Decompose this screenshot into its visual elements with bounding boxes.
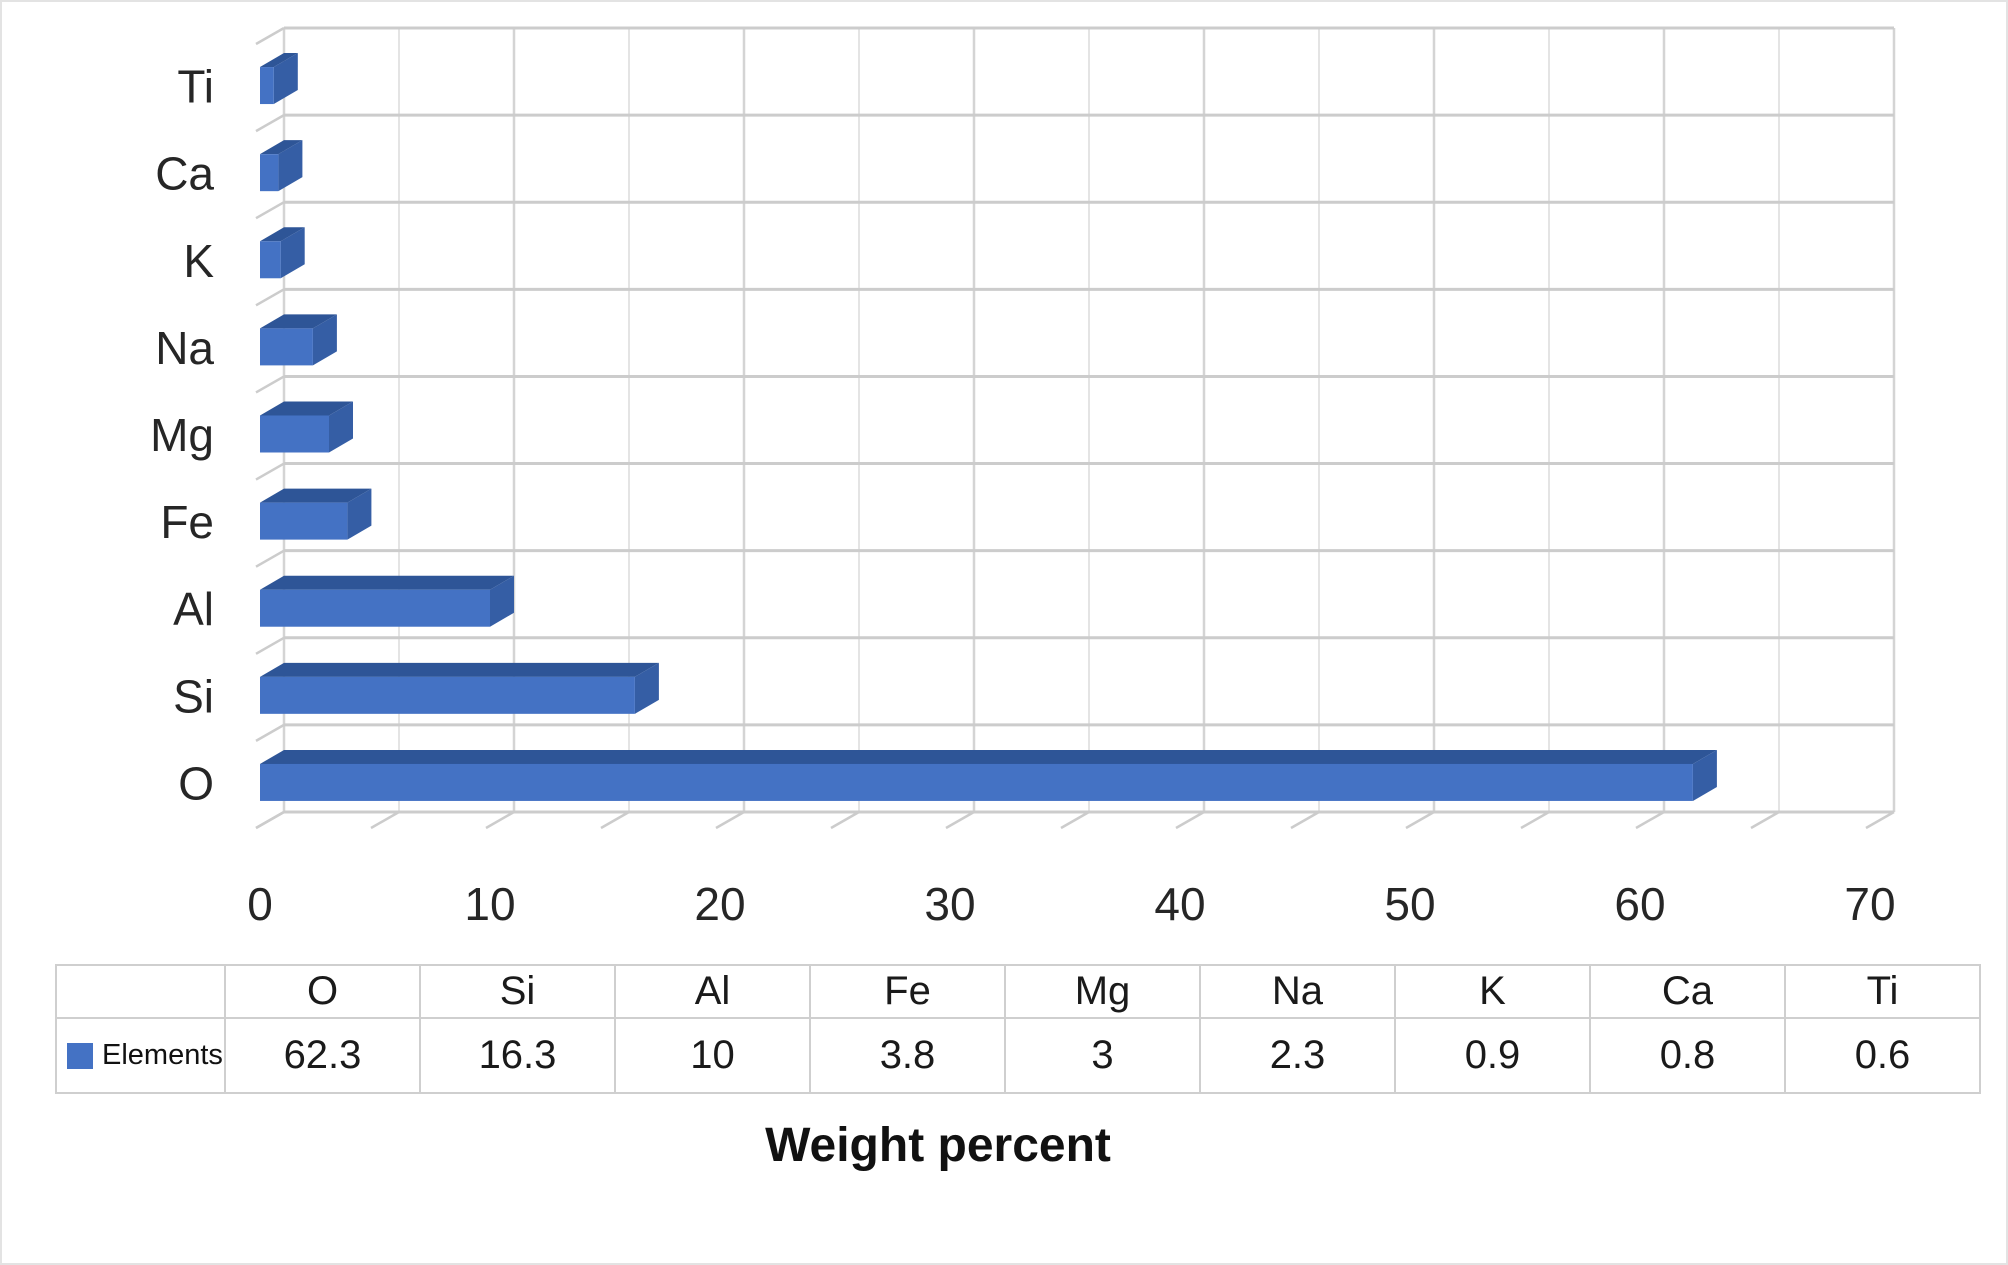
bar-top-face-Ti: [260, 53, 298, 68]
table-header-row: O Si Al Fe Mg Na K Ca Ti: [55, 964, 1981, 1019]
table-header-Al: Al: [614, 964, 811, 1019]
category-label-Si: Si: [173, 670, 214, 722]
category-label-Ti: Ti: [177, 61, 214, 113]
table-header-K: K: [1394, 964, 1591, 1019]
legend-marker-icon: [67, 1042, 93, 1069]
x-tick-label-70: 70: [1844, 878, 1895, 930]
bar-Ca: [260, 154, 279, 192]
table-value-Fe: 3.8: [809, 1017, 1006, 1094]
table-header-Na: Na: [1199, 964, 1396, 1019]
category-label-Mg: Mg: [150, 409, 214, 461]
axis-depth-tick-left: [255, 549, 285, 568]
bar-top-face-Na: [260, 314, 337, 329]
bar-top-face-Fe: [260, 488, 372, 503]
axis-depth-tick-left: [255, 462, 285, 481]
bar-top-face-Al: [260, 575, 514, 590]
bar-side-face-Fe: [347, 488, 372, 540]
table-value-Mg: 3: [1004, 1017, 1201, 1094]
axis-depth-tick-bottom: [370, 810, 400, 830]
x-tick-label-60: 60: [1614, 878, 1665, 930]
category-label-O: O: [178, 757, 214, 809]
axis-depth-tick-bottom: [1750, 810, 1780, 830]
bar-top-face-Ca: [260, 140, 303, 155]
legend-cell: Elements: [55, 1017, 226, 1094]
bar-Fe: [260, 502, 348, 540]
category-label-K: K: [183, 235, 214, 287]
axis-depth-tick-bottom: [715, 810, 745, 830]
bar-side-face-Mg: [329, 401, 353, 453]
x-tick-label-10: 10: [464, 878, 515, 930]
bar-side-face-Ti: [273, 53, 298, 105]
axis-depth-tick-bottom: [255, 810, 285, 830]
legend-label: Elements: [102, 1039, 223, 1071]
axis-depth-tick-left: [255, 114, 285, 133]
bar-top-face-Mg: [260, 401, 353, 416]
table-header-O: O: [224, 964, 421, 1019]
bar-Na: [260, 328, 313, 366]
bar-top-face-O: [260, 749, 1717, 764]
table-value-row: Elements 62.3 16.3 10 3.8 3 2.3 0.9 0.8 0.6: [55, 1017, 1981, 1094]
bar-side-face-K: [280, 227, 305, 279]
axis-depth-tick-left: [255, 375, 285, 394]
x-tick-label-40: 40: [1154, 878, 1205, 930]
bar-Mg: [260, 415, 329, 453]
data-table: O Si Al Fe Mg Na K Ca Ti Elements 62.3 16.3 10 3.8 3…: [55, 964, 1981, 1094]
bar-side-face-O: [1692, 749, 1717, 801]
x-tick-label-30: 30: [924, 878, 975, 930]
axis-depth-tick-left: [255, 26, 285, 46]
axis-depth-tick-bottom: [1865, 810, 1895, 830]
axis-depth-tick-left: [255, 201, 285, 220]
bar-side-face-Al: [490, 575, 514, 627]
axis-depth-tick-left: [255, 636, 285, 655]
bar-side-face-Na: [312, 314, 337, 366]
axis-depth-tick-bottom: [600, 810, 630, 830]
bar-Si: [260, 676, 635, 714]
axis-depth-tick-left: [255, 288, 285, 307]
x-tick-label-0: 0: [247, 878, 273, 930]
axis-depth-tick-bottom: [1060, 810, 1090, 830]
table-header-Mg: Mg: [1004, 964, 1201, 1019]
table-value-O: 62.3: [224, 1017, 421, 1094]
bar-O: [260, 763, 1693, 801]
table-value-Ca: 0.8: [1589, 1017, 1786, 1094]
category-label-Fe: Fe: [160, 496, 214, 548]
table-blank-corner: [55, 964, 226, 1019]
axis-depth-tick-bottom: [830, 810, 860, 830]
x-tick-label-50: 50: [1384, 878, 1435, 930]
axis-depth-tick-left: [255, 723, 285, 742]
bar-Ti: [260, 67, 274, 105]
axis-depth-tick-bottom: [945, 810, 975, 830]
bar-Al: [260, 589, 490, 627]
table-value-Al: 10: [614, 1017, 811, 1094]
axis-depth-tick-bottom: [1175, 810, 1205, 830]
x-tick-label-20: 20: [694, 878, 745, 930]
table-value-Na: 2.3: [1199, 1017, 1396, 1094]
table-value-Si: 16.3: [419, 1017, 616, 1094]
category-label-Ca: Ca: [155, 148, 214, 200]
bar-side-face-Si: [634, 662, 659, 714]
axis-depth-tick-bottom: [1520, 810, 1550, 830]
table-header-Fe: Fe: [809, 964, 1006, 1019]
bar-top-face-Si: [260, 662, 659, 677]
axis-title: Weight percent: [765, 1119, 1111, 1172]
table-header-Ti: Ti: [1784, 964, 1981, 1019]
table-header-Si: Si: [419, 964, 616, 1019]
category-label-Na: Na: [155, 322, 214, 374]
bar-side-face-Ca: [278, 140, 303, 192]
axis-depth-tick-bottom: [1290, 810, 1320, 830]
category-label-Al: Al: [173, 583, 214, 635]
table-value-K: 0.9: [1394, 1017, 1591, 1094]
bar-top-face-K: [260, 227, 305, 242]
table-header-Ca: Ca: [1589, 964, 1786, 1019]
bar-K: [260, 241, 281, 279]
axis-depth-tick-bottom: [1405, 810, 1435, 830]
axis-depth-tick-bottom: [1635, 810, 1665, 830]
table-value-Ti: 0.6: [1784, 1017, 1981, 1094]
axis-depth-tick-bottom: [485, 810, 515, 830]
